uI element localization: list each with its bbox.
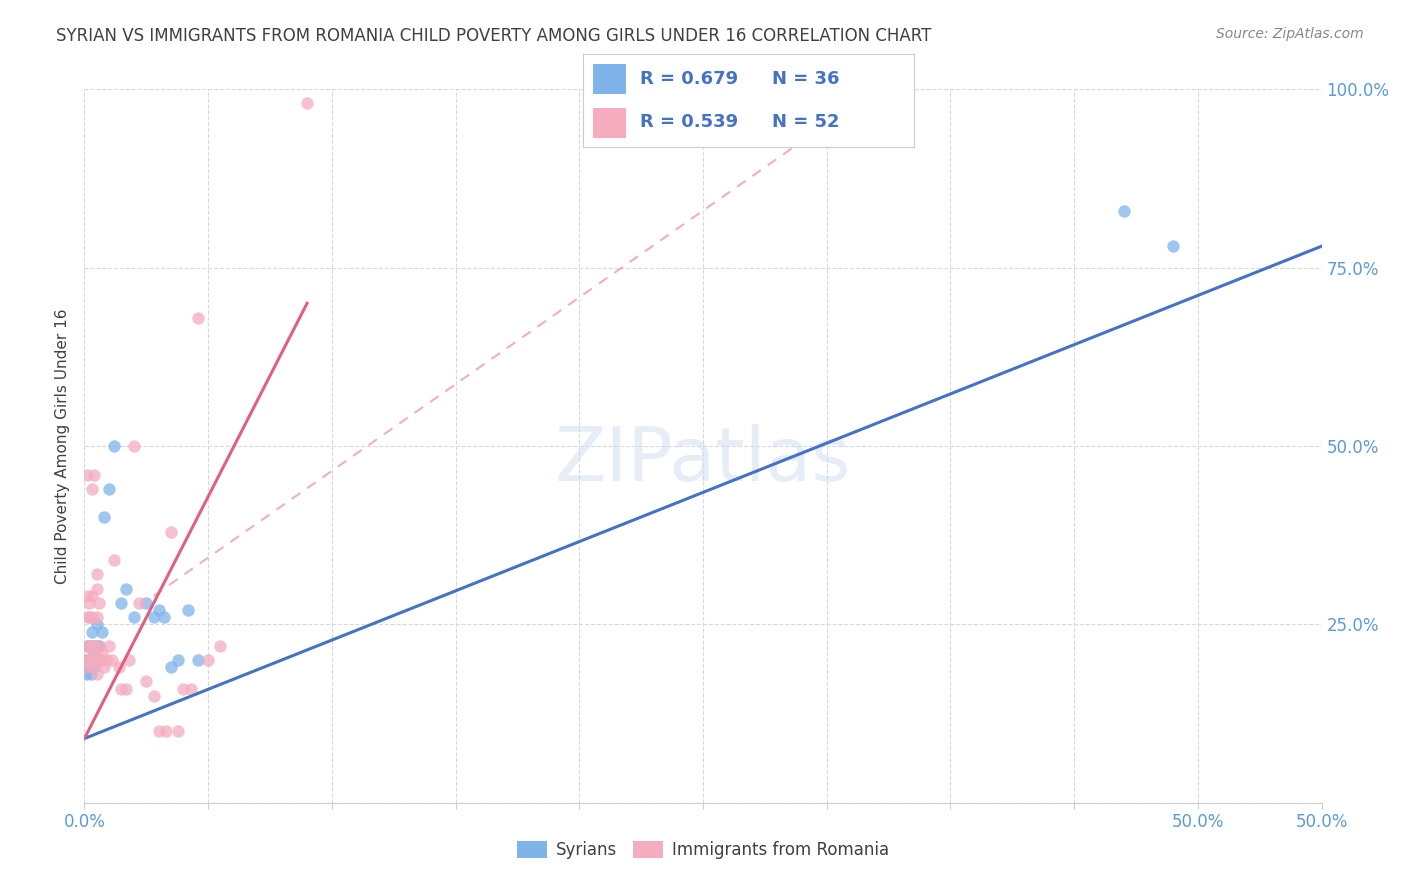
Point [83,653,105,667]
Point [187,653,209,667]
Point [142,610,165,624]
Point [295,96,318,111]
Point [187,310,209,325]
Point [128,596,150,610]
Point [76,589,98,603]
Point [197,653,219,667]
Point [167,724,190,739]
Y-axis label: Child Poverty Among Girls Under 16: Child Poverty Among Girls Under 16 [55,309,70,583]
Point [103,553,125,567]
Point [86,617,108,632]
Point [108,660,131,674]
Point [89,639,111,653]
Point [83,639,105,653]
Point [77,660,100,674]
Point [86,639,108,653]
Point [89,639,111,653]
Point [83,639,105,653]
Point [100,653,122,667]
Point [79,667,101,681]
Point [98,482,121,496]
Point [160,524,183,539]
Point [76,639,98,653]
Point [83,467,105,482]
Point [79,653,101,667]
Point [79,610,101,624]
Point [122,610,145,624]
Point [76,467,98,482]
Point [177,603,200,617]
Text: R = 0.679: R = 0.679 [640,70,738,87]
Point [135,674,157,689]
Point [167,653,190,667]
Point [155,724,177,739]
Legend: Syrians, Immigrants from Romania: Syrians, Immigrants from Romania [510,834,896,866]
Point [148,603,170,617]
Point [76,653,98,667]
Point [89,653,111,667]
Point [86,567,108,582]
Point [89,653,111,667]
Bar [593,64,627,94]
Point [76,639,98,653]
Point [79,639,101,653]
Point [77,610,100,624]
Point [86,667,108,681]
Bar [593,108,627,138]
Text: N = 52: N = 52 [772,113,839,131]
Point [135,596,157,610]
Text: N = 36: N = 36 [772,70,839,87]
Point [90,624,112,639]
Point [80,589,103,603]
Point [80,639,103,653]
Point [172,681,194,696]
Point [90,646,112,660]
Text: SYRIAN VS IMMIGRANTS FROM ROMANIA CHILD POVERTY AMONG GIRLS UNDER 16 CORRELATION: SYRIAN VS IMMIGRANTS FROM ROMANIA CHILD … [56,27,932,45]
Point [79,653,101,667]
Point [80,660,103,674]
Point [83,653,105,667]
Point [122,439,145,453]
Point [83,646,105,660]
Point [79,596,101,610]
Point [93,510,115,524]
Point [142,689,165,703]
Point [180,681,202,696]
Point [110,681,132,696]
Point [83,646,105,660]
Point [75,653,97,667]
Point [110,596,132,610]
Point [80,610,103,624]
Point [86,653,108,667]
Point [80,482,103,496]
Point [86,610,108,624]
Point [75,660,97,674]
Text: Source: ZipAtlas.com: Source: ZipAtlas.com [1216,27,1364,41]
Point [86,582,108,596]
Point [93,660,115,674]
Point [82,653,104,667]
Point [80,653,103,667]
Point [96,653,118,667]
Point [80,624,103,639]
Point [89,596,111,610]
Point [98,639,121,653]
Point [80,639,103,653]
Point [148,724,170,739]
Point [152,610,174,624]
Point [79,639,101,653]
Point [83,660,105,674]
Point [1161,239,1184,253]
Point [115,582,138,596]
Point [103,439,125,453]
Point [209,639,232,653]
Point [75,667,97,681]
Text: R = 0.539: R = 0.539 [640,113,738,131]
Text: ZIPatlas: ZIPatlas [555,424,851,497]
Point [1112,203,1135,218]
Point [160,660,183,674]
Point [118,653,141,667]
Point [115,681,138,696]
Point [90,653,112,667]
